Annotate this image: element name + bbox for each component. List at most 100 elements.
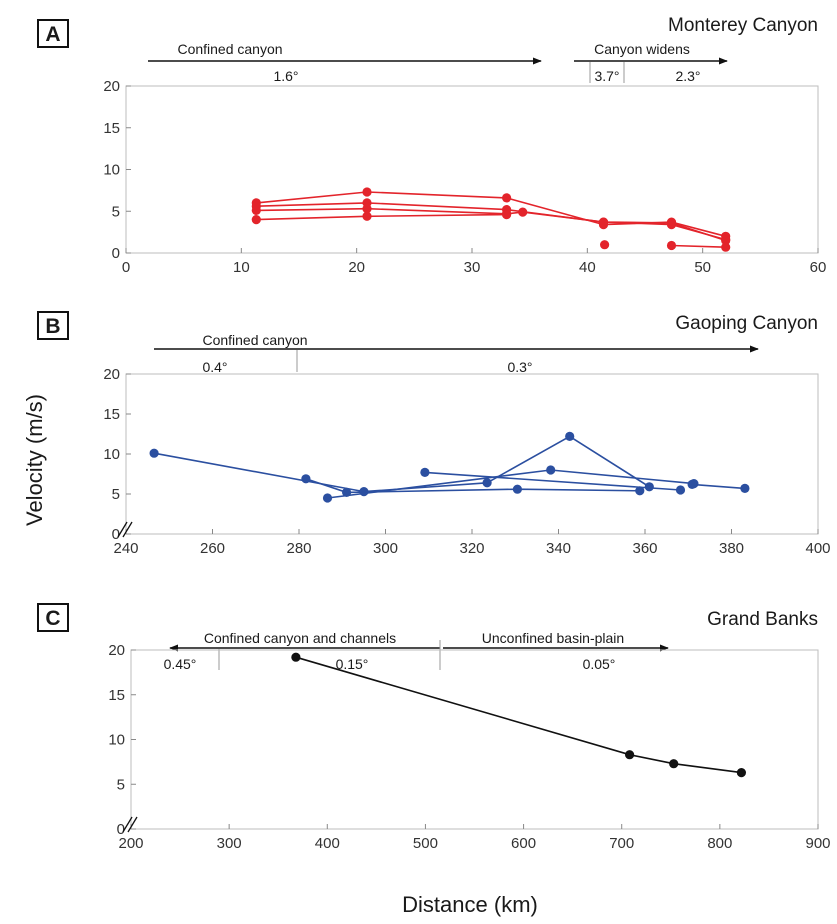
data-point <box>512 484 523 494</box>
data-point <box>600 240 610 250</box>
y-axis-title: Velocity (m/s) <box>22 394 47 526</box>
y-tick-label: 5 <box>112 203 120 220</box>
x-tick-label: 360 <box>632 540 657 557</box>
panel-title: Monterey Canyon <box>668 15 818 36</box>
y-tick-label: 5 <box>117 776 125 793</box>
data-point <box>149 448 159 458</box>
x-tick-label: 30 <box>464 259 481 276</box>
series-line <box>256 191 726 238</box>
x-tick-label: 20 <box>348 259 365 276</box>
data-point <box>687 479 697 489</box>
x-tick-label: 500 <box>413 835 438 852</box>
data-point <box>362 204 372 214</box>
data-point <box>546 465 556 475</box>
annotation-text: 0.4° <box>202 359 227 375</box>
data-point <box>362 211 372 221</box>
data-point <box>675 485 686 495</box>
data-point <box>669 759 679 769</box>
x-tick-label: 700 <box>609 835 634 852</box>
panel-label-box <box>37 19 69 48</box>
annotation-text: Unconfined basin-plain <box>482 630 624 646</box>
x-axis-title: Distance (km) <box>402 892 538 917</box>
x-tick-label: 0 <box>122 259 130 276</box>
data-point <box>644 482 654 492</box>
data-point <box>251 205 261 215</box>
data-point <box>598 217 609 227</box>
data-point <box>251 215 261 225</box>
data-point <box>721 242 731 252</box>
plot-frame <box>125 85 819 254</box>
y-tick-label: 5 <box>112 486 120 503</box>
data-point <box>740 483 750 493</box>
x-tick-label: 60 <box>810 259 827 276</box>
panel-label: A <box>45 23 60 46</box>
y-tick-label: 10 <box>103 446 120 463</box>
x-tick-label: 320 <box>459 540 484 557</box>
x-tick-label: 200 <box>118 835 143 852</box>
x-tick-label: 340 <box>546 540 571 557</box>
data-point <box>721 235 731 246</box>
axis-break-mark <box>122 521 133 538</box>
annotation-text: 0.15° <box>336 656 369 672</box>
x-tick-label: 240 <box>113 540 138 557</box>
data-point <box>635 486 645 496</box>
y-tick-label: 15 <box>103 406 120 423</box>
data-point <box>502 193 512 203</box>
x-tick-label: 600 <box>511 835 536 852</box>
panel-title: Grand Banks <box>707 609 818 630</box>
y-tick-label: 0 <box>112 245 120 262</box>
x-tick-label: 10 <box>233 259 250 276</box>
data-point <box>625 750 635 760</box>
axis-break-mark <box>122 816 133 833</box>
data-point <box>666 240 677 251</box>
panel-title: Gaoping Canyon <box>675 313 818 334</box>
series-line <box>692 483 745 490</box>
x-tick-label: 380 <box>719 540 744 557</box>
annotation-text: 0.45° <box>164 656 197 672</box>
y-tick-label: 20 <box>103 366 120 383</box>
data-point <box>291 652 301 662</box>
data-point <box>502 210 512 220</box>
x-tick-label: 400 <box>315 835 340 852</box>
annotation-text: 0.3° <box>507 359 532 375</box>
data-point <box>420 467 430 477</box>
y-tick-label: 10 <box>108 732 125 749</box>
series-line <box>295 656 742 774</box>
y-tick-label: 0 <box>112 526 120 543</box>
series-line <box>305 478 640 494</box>
x-tick-label: 300 <box>217 835 242 852</box>
x-tick-label: 260 <box>200 540 225 557</box>
annotation-text: Confined canyon <box>177 41 282 57</box>
series-line <box>256 202 726 241</box>
annotation-text: 3.7° <box>594 68 619 84</box>
annotation-text: 1.6° <box>273 68 298 84</box>
annotation-text: 2.3° <box>675 68 700 84</box>
y-tick-label: 0 <box>117 821 125 838</box>
x-tick-label: 40 <box>579 259 596 276</box>
y-tick-label: 10 <box>103 162 120 179</box>
plot-frame <box>125 373 819 535</box>
annotation-text: Confined canyon <box>202 332 307 348</box>
series-line <box>424 471 681 491</box>
axis-break-mark <box>127 816 138 833</box>
series-line <box>671 244 726 248</box>
data-point <box>322 493 333 503</box>
data-point <box>482 478 492 488</box>
x-tick-label: 50 <box>694 259 711 276</box>
data-point <box>518 207 528 217</box>
y-tick-label: 15 <box>103 120 120 137</box>
x-tick-label: 800 <box>707 835 732 852</box>
panel-label: C <box>45 607 60 630</box>
annotation-text: Canyon widens <box>594 41 690 57</box>
x-tick-label: 400 <box>805 540 830 557</box>
axis-break-mark <box>117 521 128 538</box>
data-point <box>666 218 677 228</box>
data-point <box>301 474 311 484</box>
panel-label-box <box>37 603 69 632</box>
data-point <box>565 431 575 441</box>
annotation-text: Confined canyon and channels <box>204 630 396 646</box>
data-point <box>362 187 372 197</box>
annotation-text: 0.05° <box>583 656 616 672</box>
data-point <box>736 768 747 778</box>
